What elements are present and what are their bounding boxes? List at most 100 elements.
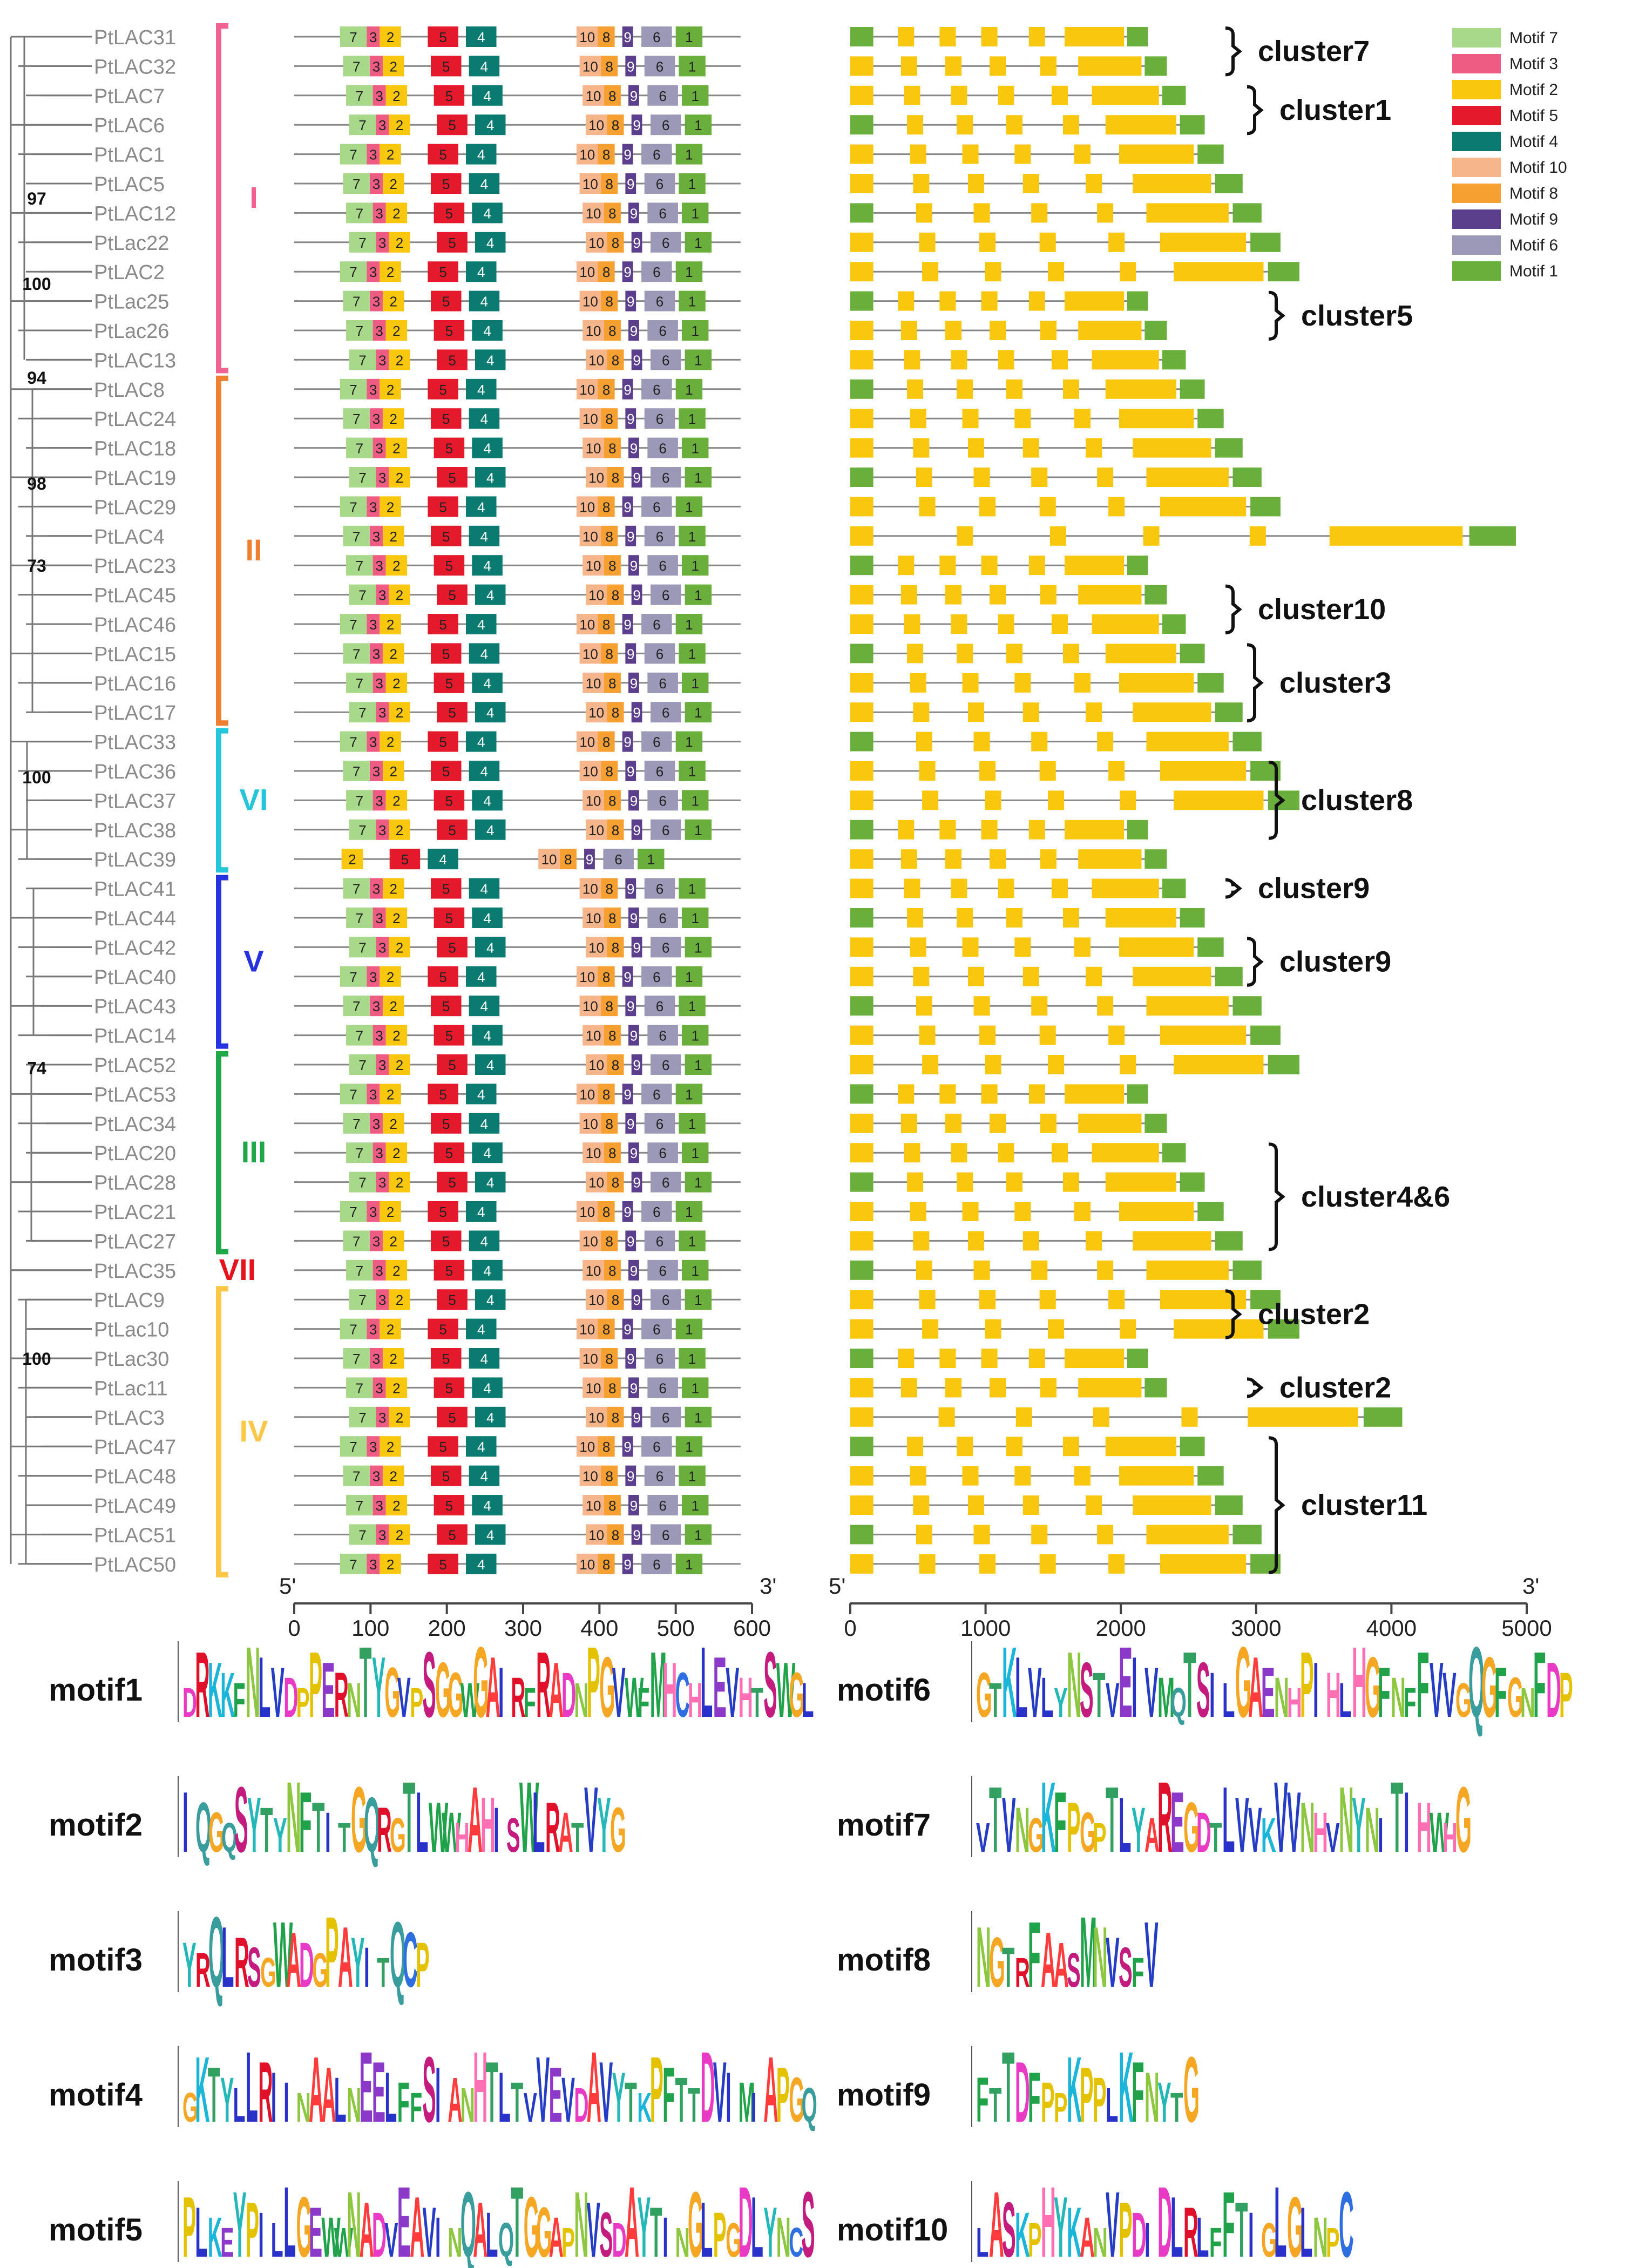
logo-letter: L [246,2031,258,2143]
motif-number: 4 [480,646,488,662]
logo-letter: E [397,2166,411,2268]
motif-number: 9 [627,881,634,897]
motif-number: 8 [612,352,619,368]
logo-letter: S [599,2199,613,2268]
motif-number: 10 [588,352,604,368]
motif-number: 3 [369,1556,377,1573]
cds-exon [1014,937,1031,957]
motif-2-box [385,790,408,811]
logo-letter: T [1002,1936,1014,1999]
motif-10-box [579,878,601,899]
logo-letter: F [233,1673,246,1728]
logo-letter: F [1378,1653,1390,1732]
logo-letter: F [1054,1774,1066,1871]
motif-3-box [376,702,389,723]
logo-letter: T [208,2052,220,2139]
motif-number: 6 [653,29,660,45]
cds-exon [1174,1055,1264,1074]
cluster-brace [1225,584,1242,634]
gene-label: PtLAC19 [94,467,176,490]
cds-exon [1108,232,1125,252]
cds-exon [1051,85,1068,105]
logo-letter: N [574,2173,588,2268]
motif-number: 7 [358,1057,366,1073]
motif-number: 8 [612,939,619,956]
logo-letter: H [1417,1788,1432,1867]
motif-7-box [346,1025,373,1046]
motif-9-box [625,996,636,1017]
logo-letter: G [1028,1807,1044,1863]
motif-number: 6 [659,205,666,221]
logo-letter: G [448,1660,463,1731]
cds-exon [919,761,936,781]
motif-number: 1 [691,1380,699,1396]
motif-5-box [428,1201,458,1222]
motif-5-box [430,525,462,546]
motif-number: 7 [358,939,366,956]
utr-exon [1268,1319,1299,1339]
logo-letter: E [713,1639,727,1735]
motif-4-box [475,114,506,136]
utr-exon [1197,673,1224,693]
motif-8-box [601,643,618,664]
utr-exon [1127,556,1148,576]
cds-exon [939,27,956,46]
motif-3-box [372,437,386,458]
logo-letter: M [650,1633,667,1737]
motif-2-box [389,1524,410,1545]
motif-1-box [679,1113,706,1134]
utr-exon [850,379,873,399]
motif-7-box [340,731,367,752]
motif-7-box [346,1142,373,1163]
logo-letter: V [1144,1903,1159,2007]
motif-4-box [469,996,500,1017]
logo-letter: P [1559,1660,1573,1731]
motif-8-box [607,819,624,840]
motif-logo-label: motif3 [49,1942,143,1978]
utr-exon [850,291,873,311]
gene-label: PtLAC53 [94,1084,176,1106]
motif-6-box [647,202,678,224]
logo-letter: Y [637,2178,651,2268]
motif-number: 10 [588,587,604,604]
cds-exon [1174,790,1264,810]
motif-2-box [389,349,410,370]
logo-letter: N [347,1673,361,1728]
logo-letter: W [1430,1801,1450,1864]
utr-exon [1197,144,1224,164]
logo-letter: G [789,1660,804,1731]
cds-exon [1040,321,1056,340]
motif-5-box [430,996,462,1017]
gene-label: PtLAC13 [94,349,176,372]
motif-number: 7 [358,705,366,721]
motif-number: 8 [602,1439,610,1455]
cds-exon [981,820,998,840]
motif-5-box [437,819,468,840]
cds-exon [962,1202,979,1221]
cds-exon [1078,1113,1142,1133]
motif-number: 2 [396,235,403,251]
motif-3-box [372,908,386,928]
logo-letter: I [283,2070,289,2134]
utr-exon [1127,1084,1148,1104]
motif-6-box [644,56,675,77]
motif-1-box [685,232,712,253]
motif-number: 2 [396,1527,403,1543]
motif-7-box [343,1348,370,1369]
utr-exon [1232,732,1262,752]
subfamily-bracket [216,23,228,374]
cds-exon [1108,1025,1125,1045]
cds-exon [1031,468,1048,487]
logo-letter: E [1119,1626,1133,1738]
motif-10-box [579,761,601,781]
utr-exon [1162,350,1186,370]
utr-exon [850,1143,873,1163]
logo-letter: G [1455,1768,1472,1872]
logo-letter: L [1119,1782,1131,1868]
motif-number: 10 [586,1498,601,1514]
motif-10-box [583,1142,604,1163]
logo-letter: A [286,1917,301,2003]
cds-exon [981,1349,998,1368]
cds-exon [1022,966,1039,986]
cds-exon [1086,702,1102,722]
